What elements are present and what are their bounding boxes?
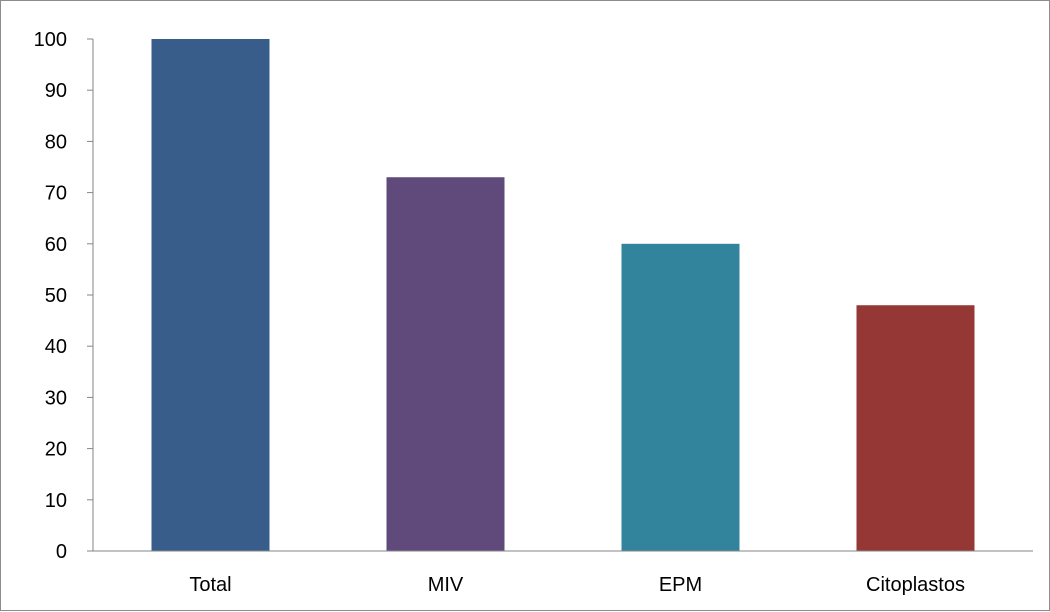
x-tick-label: MIV [428, 574, 464, 596]
y-tick-label: 0 [56, 541, 67, 563]
x-tick-label: Total [189, 574, 231, 596]
x-tick-label: EPM [659, 574, 702, 596]
y-tick-label: 90 [45, 80, 67, 102]
bar-epm [621, 243, 740, 552]
bar-citoplastos [856, 305, 975, 551]
y-tick-label: 10 [45, 490, 67, 512]
y-tick-label: 30 [45, 387, 67, 409]
y-tick-label: 20 [45, 439, 67, 461]
y-tick-label: 50 [45, 285, 67, 307]
y-tick-label: 40 [45, 336, 67, 358]
bar-miv [386, 177, 505, 552]
x-tick-label: Citoplastos [866, 574, 965, 596]
y-tick-label: 80 [45, 131, 67, 153]
bar-total [151, 39, 270, 551]
y-tick-label: 60 [45, 234, 67, 256]
x-axis-labels: Total MIV EPM Citoplastos [189, 574, 965, 596]
y-tick-label: 100 [34, 29, 67, 51]
y-axis-ticks: 0 10 20 30 40 50 60 70 80 90 100 [34, 29, 93, 563]
y-tick-label: 70 [45, 183, 67, 205]
bars [151, 39, 975, 552]
